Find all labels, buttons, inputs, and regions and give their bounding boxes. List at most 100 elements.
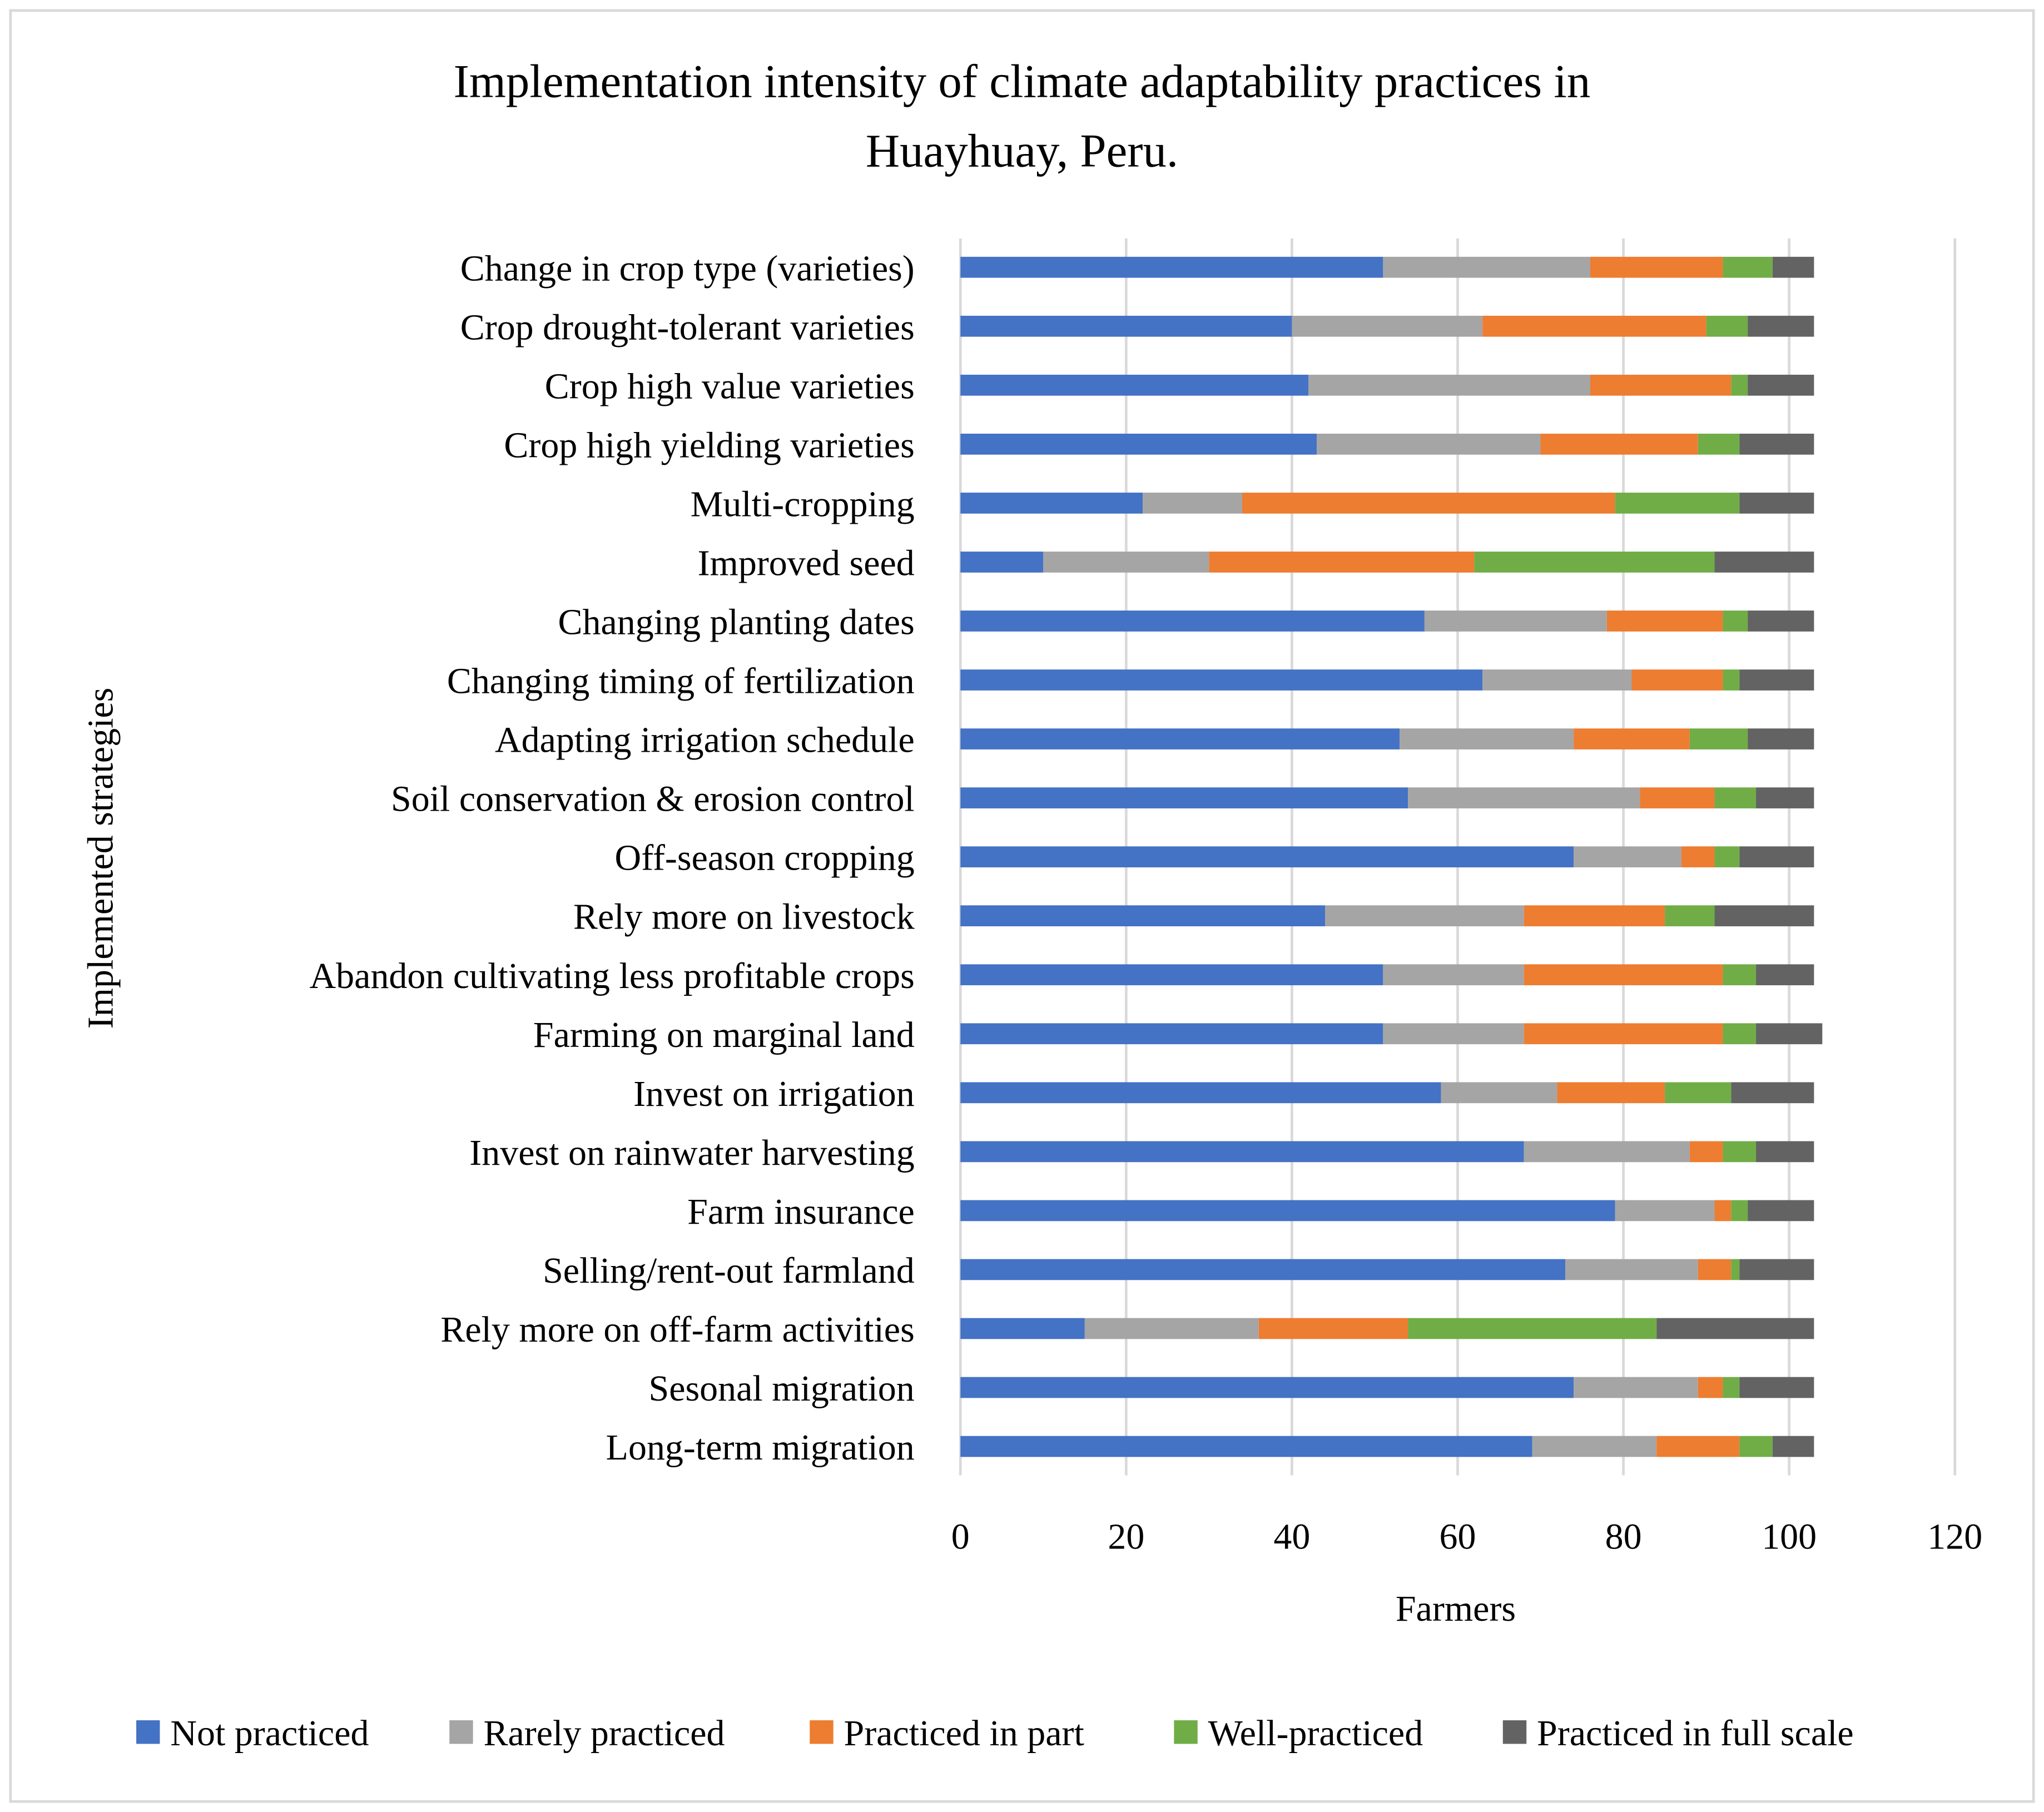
bar-segment-not-practiced [960, 964, 1383, 986]
bar-segment-practiced-in-full-scale [1756, 1141, 1814, 1163]
bar-segment-practiced-in-full-scale [1748, 315, 1814, 337]
chart-title-line-2: Huayhuay, Peru. [866, 125, 1178, 177]
y-axis-title: Implemented strategies [81, 688, 121, 1029]
bar-segment-rarely-practiced [1325, 905, 1524, 927]
x-tick-label: 80 [1605, 1516, 1642, 1557]
bar-segment-not-practiced [960, 256, 1383, 278]
category-label: Invest on rainwater harvesting [469, 1133, 915, 1173]
bar-segment-not-practiced [960, 433, 1317, 455]
bar-segment-rarely-practiced [1292, 315, 1483, 337]
bar-segment-well-practiced [1689, 728, 1748, 749]
category-label: Selling/rent-out farmland [543, 1250, 915, 1291]
bar-segment-practiced-in-part [1482, 315, 1706, 337]
bar-segment-practiced-in-part [1689, 1141, 1723, 1163]
bar-segment-rarely-practiced [1615, 1200, 1715, 1222]
legend: Not practiced Rarely practiced Practiced i… [136, 1713, 1854, 1754]
bar-segment-rarely-practiced [1400, 728, 1574, 749]
bar-segment-rarely-practiced [1143, 493, 1242, 514]
category-label: Multi-cropping [691, 484, 915, 524]
bar-segment-rarely-practiced [1574, 846, 1681, 867]
category-label: Soil conservation & erosion control [391, 779, 915, 820]
category-label: Change in crop type (varieties) [460, 248, 915, 289]
category-label: Rely more on off-farm activities [440, 1309, 914, 1350]
bar-segment-well-practiced [1706, 315, 1748, 337]
bar-segment-practiced-in-part [1698, 1377, 1723, 1398]
bar-segment-not-practiced [960, 905, 1326, 927]
x-tick-label: 60 [1440, 1516, 1476, 1557]
legend-swatch [1174, 1720, 1198, 1744]
bar-segment-not-practiced [960, 846, 1574, 867]
bar-segment-not-practiced [960, 728, 1400, 749]
category-label: Improved seed [698, 543, 915, 583]
category-label: Long-term migration [606, 1427, 915, 1468]
bar-segment-practiced-in-full-scale [1714, 905, 1814, 927]
bar-segment-practiced-in-part [1590, 374, 1732, 396]
bar-segment-practiced-in-part [1631, 669, 1723, 691]
bar-segment-rarely-practiced [1574, 1377, 1698, 1398]
bar-segment-practiced-in-part [1242, 493, 1615, 514]
legend-label: Rarely practiced [484, 1713, 725, 1754]
x-axis-title: Farmers [1396, 1588, 1516, 1629]
bar-segment-practiced-in-part [1698, 1259, 1732, 1280]
bar-segment-rarely-practiced [1482, 669, 1632, 691]
bar-segment-rarely-practiced [1441, 1082, 1557, 1104]
bar-segment-well-practiced [1731, 1200, 1748, 1222]
bar-segment-rarely-practiced [1084, 1318, 1259, 1339]
bar-segment-practiced-in-full-scale [1756, 1023, 1823, 1045]
bar-segment-practiced-in-full-scale [1656, 1318, 1814, 1339]
bar-segment-well-practiced [1714, 787, 1757, 808]
bar-segment-practiced-in-full-scale [1739, 433, 1814, 455]
x-tick-label: 100 [1762, 1516, 1817, 1557]
bar-segment-practiced-in-full-scale [1731, 1082, 1814, 1104]
bar-segment-well-practiced [1723, 1377, 1740, 1398]
bar-segment-not-practiced [960, 669, 1483, 691]
bar-segment-not-practiced [960, 374, 1309, 396]
bar-segment-not-practiced [960, 1259, 1566, 1280]
bar-segment-not-practiced [960, 1082, 1441, 1104]
bar-segment-rarely-practiced [1565, 1259, 1698, 1280]
bar-segment-rarely-practiced [1317, 433, 1541, 455]
bar-segment-well-practiced [1665, 1082, 1732, 1104]
bar-segment-rarely-practiced [1383, 1023, 1524, 1045]
bar-segment-practiced-in-part [1574, 728, 1690, 749]
bar-segment-well-practiced [1723, 1023, 1757, 1045]
bar-segment-not-practiced [960, 1318, 1085, 1339]
bar-segment-rarely-practiced [1043, 552, 1209, 573]
legend-label: Practiced in full scale [1537, 1713, 1854, 1754]
bar-segment-well-practiced [1615, 493, 1740, 514]
bar-segment-well-practiced [1723, 669, 1740, 691]
bar-segment-practiced-in-full-scale [1739, 1259, 1814, 1280]
bar-segment-not-practiced [960, 1023, 1383, 1045]
legend-swatch [449, 1720, 473, 1744]
bar-segment-practiced-in-full-scale [1748, 610, 1814, 632]
bar-segment-practiced-in-part [1606, 610, 1723, 632]
bar-segment-practiced-in-part [1524, 964, 1723, 986]
chart-title-line-1: Implementation intensity of climate adap… [454, 55, 1591, 107]
bar-segment-practiced-in-part [1640, 787, 1715, 808]
bar-segment-rarely-practiced [1383, 256, 1590, 278]
bars [960, 256, 1823, 1457]
bar-segment-not-practiced [960, 315, 1292, 337]
bar-segment-not-practiced [960, 552, 1044, 573]
bar-segment-not-practiced [960, 1377, 1574, 1398]
bar-segment-practiced-in-full-scale [1748, 1200, 1814, 1222]
category-label: Farming on marginal land [533, 1015, 915, 1055]
bar-segment-well-practiced [1474, 552, 1715, 573]
category-labels: Change in crop type (varieties) Crop drou… [310, 248, 915, 1468]
bar-segment-not-practiced [960, 1141, 1524, 1163]
bar-segment-practiced-in-part [1656, 1436, 1740, 1457]
bar-segment-well-practiced [1665, 905, 1715, 927]
x-tick-label: 0 [951, 1516, 970, 1557]
legend-swatch [810, 1720, 834, 1744]
bar-segment-rarely-practiced [1424, 610, 1607, 632]
bar-segment-well-practiced [1408, 1318, 1657, 1339]
bar-segment-practiced-in-part [1524, 1023, 1723, 1045]
category-label: Off-season cropping [615, 838, 915, 878]
bar-segment-practiced-in-full-scale [1772, 1436, 1814, 1457]
bar-segment-practiced-in-part [1209, 552, 1475, 573]
category-label: Changing planting dates [558, 602, 915, 643]
category-label: Adapting irrigation schedule [495, 720, 915, 761]
bar-segment-practiced-in-full-scale [1748, 728, 1814, 749]
bar-segment-well-practiced [1698, 433, 1740, 455]
legend-label: Practiced in part [844, 1713, 1084, 1754]
